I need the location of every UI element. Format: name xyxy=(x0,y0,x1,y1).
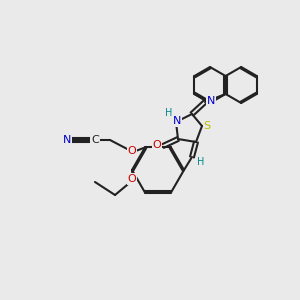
Text: O: O xyxy=(153,140,161,150)
Text: O: O xyxy=(128,174,136,184)
Text: H: H xyxy=(165,108,173,118)
Text: N: N xyxy=(63,135,71,145)
Text: N: N xyxy=(207,96,215,106)
Text: O: O xyxy=(128,146,136,156)
Text: S: S xyxy=(203,121,211,131)
Text: C: C xyxy=(91,135,99,145)
Text: N: N xyxy=(173,116,181,126)
Text: H: H xyxy=(197,157,205,167)
